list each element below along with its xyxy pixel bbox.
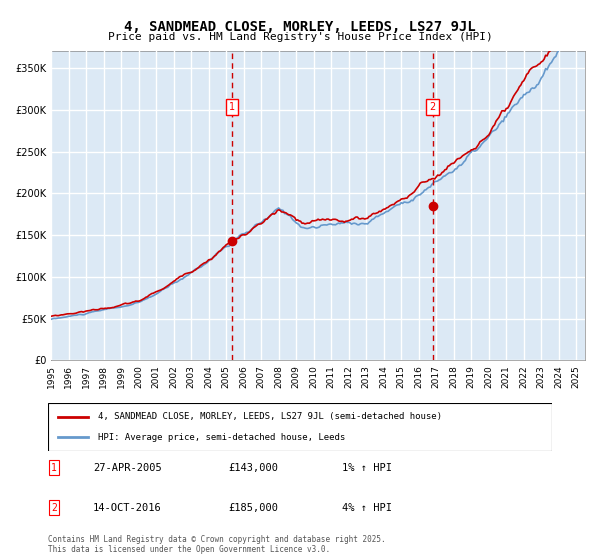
Text: HPI: Average price, semi-detached house, Leeds: HPI: Average price, semi-detached house,…	[98, 433, 346, 442]
Text: Contains HM Land Registry data © Crown copyright and database right 2025.
This d: Contains HM Land Registry data © Crown c…	[48, 535, 386, 554]
Text: 4% ↑ HPI: 4% ↑ HPI	[342, 503, 392, 512]
Bar	[232, 52, 433, 360]
Text: 1: 1	[229, 102, 235, 112]
Text: 2: 2	[51, 503, 57, 512]
Text: £185,000: £185,000	[228, 503, 278, 512]
Text: Price paid vs. HM Land Registry's House Price Index (HPI): Price paid vs. HM Land Registry's House …	[107, 32, 493, 42]
FancyBboxPatch shape	[48, 403, 552, 451]
Text: 1% ↑ HPI: 1% ↑ HPI	[342, 463, 392, 473]
Text: 4, SANDMEAD CLOSE, MORLEY, LEEDS, LS27 9JL (semi-detached house): 4, SANDMEAD CLOSE, MORLEY, LEEDS, LS27 9…	[98, 412, 442, 421]
Text: 1: 1	[51, 463, 57, 473]
Text: £143,000: £143,000	[228, 463, 278, 473]
Text: 27-APR-2005: 27-APR-2005	[93, 463, 162, 473]
Text: 4, SANDMEAD CLOSE, MORLEY, LEEDS, LS27 9JL: 4, SANDMEAD CLOSE, MORLEY, LEEDS, LS27 9…	[124, 20, 476, 34]
Text: 2: 2	[430, 102, 436, 112]
Text: 14-OCT-2016: 14-OCT-2016	[93, 503, 162, 512]
